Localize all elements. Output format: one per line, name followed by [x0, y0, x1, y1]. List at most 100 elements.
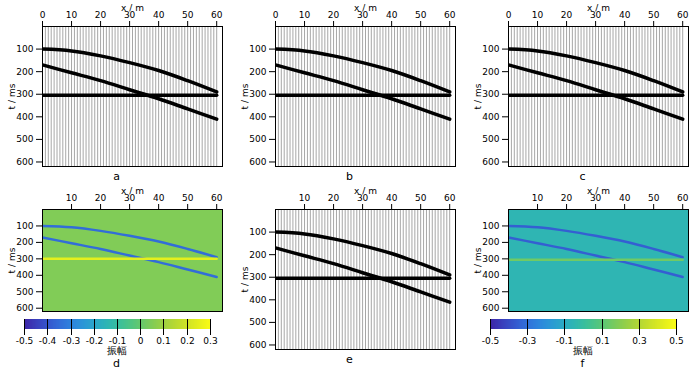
svg-text:t / ms: t / ms	[239, 83, 249, 109]
svg-text:10: 10	[298, 10, 310, 20]
svg-text:-0.1: -0.1	[108, 336, 126, 346]
svg-text:t / ms: t / ms	[6, 83, 16, 109]
svg-text:20: 20	[94, 193, 106, 203]
svg-text:400: 400	[16, 270, 33, 280]
svg-text:10: 10	[65, 193, 77, 203]
svg-text:0: 0	[272, 10, 278, 20]
svg-text:600: 600	[482, 303, 499, 313]
svg-text:40: 40	[618, 10, 630, 20]
svg-text:200: 200	[482, 237, 499, 247]
svg-text:30: 30	[123, 9, 135, 20]
svg-text:0.2: 0.2	[180, 336, 194, 346]
svg-text:x / m: x / m	[354, 3, 377, 13]
svg-text:40: 40	[152, 193, 164, 203]
svg-text:t / ms: t / ms	[472, 83, 482, 109]
svg-text:50: 50	[181, 10, 193, 20]
svg-text:t / ms: t / ms	[239, 266, 249, 292]
svg-text:-0.2: -0.2	[85, 336, 103, 346]
svg-text:20: 20	[560, 193, 572, 203]
svg-text:20: 20	[327, 193, 339, 203]
svg-text:300: 300	[16, 254, 33, 264]
svg-text:500: 500	[16, 134, 33, 144]
svg-text:300: 300	[482, 254, 499, 264]
svg-text:400: 400	[482, 270, 499, 280]
svg-text:0: 0	[137, 336, 143, 346]
svg-text:500: 500	[482, 134, 499, 144]
svg-text:0.3: 0.3	[632, 336, 646, 346]
svg-text:200: 200	[249, 250, 266, 260]
svg-text:50: 50	[647, 193, 659, 203]
svg-text:x / m: x / m	[121, 3, 144, 13]
svg-text:10: 10	[531, 10, 543, 20]
svg-text:100: 100	[249, 44, 266, 54]
svg-text:500: 500	[249, 134, 266, 144]
svg-text:100: 100	[482, 221, 499, 231]
svg-text:300: 300	[16, 89, 33, 99]
svg-text:x / m: x / m	[587, 3, 610, 13]
svg-text:50: 50	[414, 10, 426, 20]
svg-text:x / m: x / m	[587, 186, 610, 196]
svg-text:-0.5: -0.5	[481, 336, 499, 346]
svg-text:60: 60	[676, 193, 688, 203]
svg-text:0.3: 0.3	[203, 336, 217, 346]
svg-text:50: 50	[414, 193, 426, 203]
svg-text:0: 0	[505, 10, 511, 20]
svg-text:60: 60	[676, 10, 688, 20]
svg-text:-0.5: -0.5	[15, 336, 33, 346]
svg-text:30: 30	[356, 9, 368, 20]
svg-text:200: 200	[482, 67, 499, 77]
svg-text:400: 400	[249, 112, 266, 122]
svg-text:40: 40	[385, 10, 397, 20]
svg-text:500: 500	[16, 287, 33, 297]
svg-text:400: 400	[16, 112, 33, 122]
svg-text:100: 100	[249, 227, 266, 237]
svg-text:200: 200	[249, 67, 266, 77]
svg-text:10: 10	[298, 193, 310, 203]
svg-text:-0.3: -0.3	[62, 336, 80, 346]
svg-text:100: 100	[482, 44, 499, 54]
svg-text:-0.3: -0.3	[518, 336, 536, 346]
svg-text:300: 300	[249, 272, 266, 282]
svg-text:40: 40	[618, 193, 630, 203]
svg-text:t / ms: t / ms	[6, 247, 16, 273]
svg-text:100: 100	[16, 221, 33, 231]
svg-text:200: 200	[16, 237, 33, 247]
svg-text:10: 10	[531, 193, 543, 203]
svg-text:30: 30	[123, 192, 135, 203]
svg-text:600: 600	[16, 303, 33, 313]
svg-text:50: 50	[181, 193, 193, 203]
svg-text:200: 200	[16, 67, 33, 77]
svg-text:0.1: 0.1	[595, 336, 609, 346]
svg-text:20: 20	[94, 10, 106, 20]
svg-text:600: 600	[16, 157, 33, 167]
svg-text:40: 40	[385, 193, 397, 203]
svg-text:40: 40	[152, 10, 164, 20]
svg-text:60: 60	[210, 193, 222, 203]
svg-text:600: 600	[249, 340, 266, 350]
svg-text:x / m: x / m	[354, 186, 377, 196]
svg-text:60: 60	[443, 193, 455, 203]
svg-text:60: 60	[210, 10, 222, 20]
svg-text:100: 100	[16, 44, 33, 54]
svg-text:-0.1: -0.1	[555, 336, 573, 346]
svg-text:50: 50	[647, 10, 659, 20]
svg-text:300: 300	[482, 89, 499, 99]
svg-text:60: 60	[443, 10, 455, 20]
svg-text:10: 10	[65, 10, 77, 20]
svg-text:-0.4: -0.4	[38, 336, 56, 346]
svg-text:x / m: x / m	[121, 186, 144, 196]
svg-text:300: 300	[249, 89, 266, 99]
svg-text:20: 20	[327, 10, 339, 20]
svg-text:600: 600	[249, 157, 266, 167]
svg-text:500: 500	[249, 317, 266, 327]
svg-text:0.5: 0.5	[669, 336, 683, 346]
svg-text:400: 400	[249, 295, 266, 305]
svg-text:500: 500	[482, 287, 499, 297]
svg-text:30: 30	[589, 9, 601, 20]
svg-text:400: 400	[482, 112, 499, 122]
svg-text:0.1: 0.1	[156, 336, 170, 346]
svg-text:600: 600	[482, 157, 499, 167]
svg-text:20: 20	[560, 10, 572, 20]
svg-text:t / ms: t / ms	[472, 247, 482, 273]
svg-text:0: 0	[39, 10, 45, 20]
